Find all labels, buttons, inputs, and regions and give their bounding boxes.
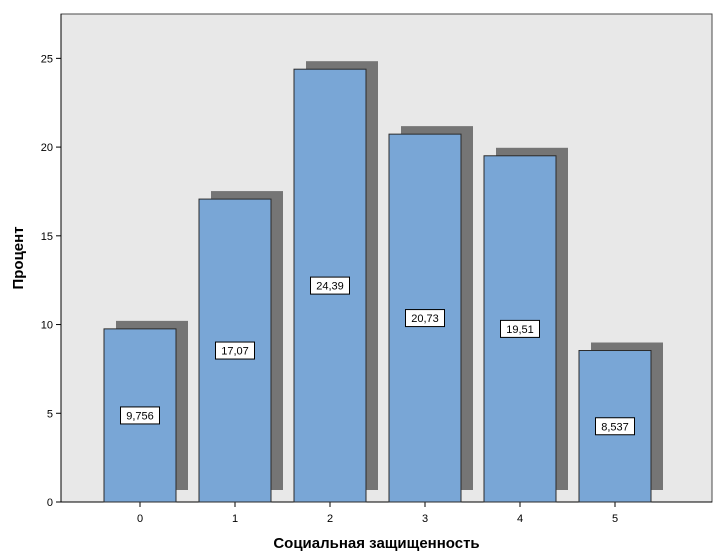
x-tick-label: 3 [422, 513, 428, 525]
data-label: 8,537 [601, 421, 629, 433]
data-label-box [120, 406, 160, 425]
y-axis-title: Процент [10, 226, 27, 289]
data-label: 19,51 [506, 324, 534, 336]
x-tick-label: 2 [327, 513, 333, 525]
data-label-box [500, 319, 540, 338]
data-label: 24,39 [316, 281, 344, 293]
data-label-box [215, 341, 255, 360]
x-axis-title: Социальная защищенность [273, 535, 479, 552]
x-tick-label: 0 [137, 513, 143, 525]
x-tick-label: 1 [232, 513, 238, 525]
y-tick-label: 10 [41, 320, 53, 332]
data-label: 9,756 [126, 410, 154, 422]
y-tick-label: 20 [41, 142, 53, 154]
data-label: 17,07 [221, 346, 249, 358]
x-axis: 0 1 2 3 4 5 [61, 501, 712, 525]
y-tick-label: 25 [41, 53, 53, 65]
data-label-box [310, 276, 350, 295]
y-axis: 0 5 10 15 20 25 [41, 14, 62, 509]
x-tick-label: 5 [612, 513, 618, 525]
data-label-box [595, 417, 635, 436]
data-label: 20,73 [411, 313, 439, 325]
y-tick-label: 15 [41, 231, 53, 243]
y-tick-label: 5 [47, 408, 53, 420]
bars-group: 9,756 17,07 24,39 20,73 19,51 8,537 [103, 61, 663, 503]
data-label-box [405, 309, 445, 328]
y-tick-label: 0 [47, 497, 53, 509]
x-tick-label: 4 [517, 513, 523, 525]
